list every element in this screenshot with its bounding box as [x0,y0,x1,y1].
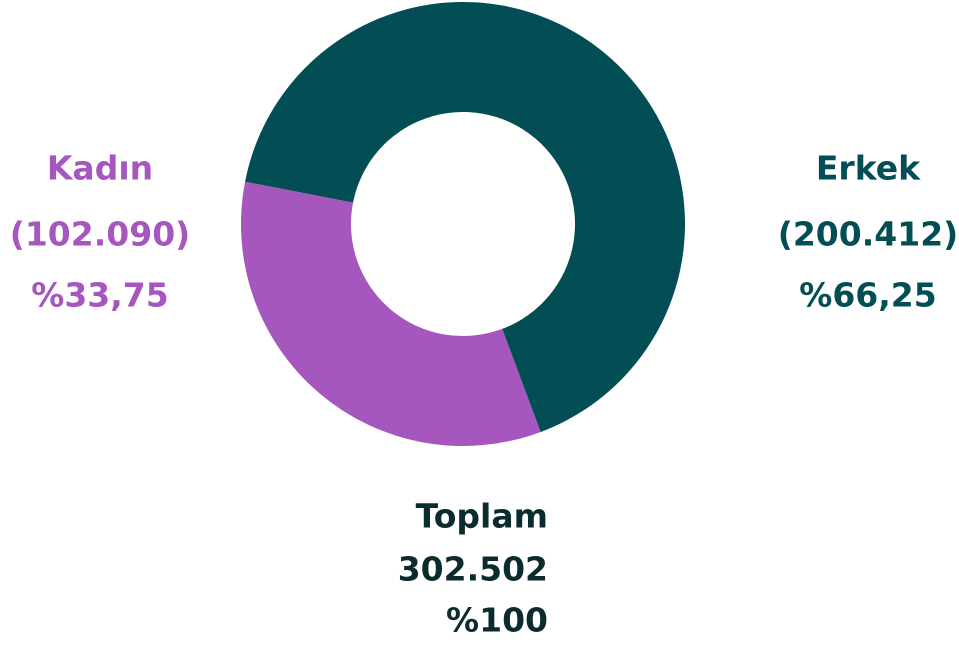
total-value: 302.502 [398,550,548,589]
slice-value: (200.412) [778,215,958,254]
slice-percent: %66,25 [799,276,936,315]
donut-slice [240,181,541,447]
total-percent: %100 [446,601,548,640]
total-title: Toplam [416,497,548,536]
slice-value: (102.090) [10,215,190,254]
slice-label: Erkek [816,149,921,188]
slice-label: Kadın [47,149,153,188]
donut-slice [245,1,686,432]
slice-percent: %33,75 [31,276,168,315]
donut [240,1,686,447]
